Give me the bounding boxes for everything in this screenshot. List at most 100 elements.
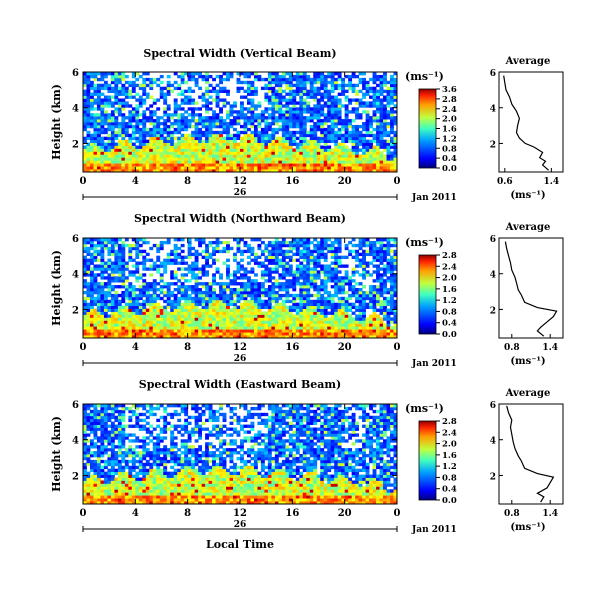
- heatmap-cell: [226, 142, 230, 146]
- heatmap-cell: [386, 252, 391, 257]
- heatmap-cell: [281, 124, 286, 129]
- heatmap-cell: [358, 72, 363, 76]
- heatmap-cell: [201, 139, 206, 143]
- heatmap-cell: [142, 163, 147, 167]
- heatmap-cell: [152, 267, 157, 271]
- heatmap-cell: [166, 163, 171, 167]
- heatmap-cell: [233, 154, 237, 158]
- heatmap-cell: [390, 299, 394, 304]
- heatmap-cell: [260, 145, 265, 149]
- heatmap-cell: [288, 142, 293, 146]
- heatmap-cell: [107, 249, 112, 254]
- heatmap-cell: [226, 329, 230, 333]
- heatmap-cell: [117, 320, 122, 324]
- heatmap-cell: [390, 163, 394, 167]
- heatmap-cell: [152, 122, 157, 126]
- heatmap-cell: [257, 77, 262, 82]
- heatmap-cell: [201, 311, 206, 315]
- heatmap-cell: [281, 80, 286, 85]
- heatmap-cell: [100, 261, 105, 265]
- heatmap-cell: [306, 288, 311, 292]
- heatmap-cell: [288, 83, 293, 88]
- heatmap-cell: [264, 107, 269, 111]
- heatmap-cell: [313, 122, 318, 126]
- heatmap-cell: [372, 293, 377, 298]
- heatmap-cell: [233, 127, 237, 132]
- heatmap-cell: [114, 326, 119, 330]
- heatmap-cell: [212, 133, 216, 138]
- heatmap-cell: [351, 74, 356, 79]
- heatmap-cell: [208, 160, 213, 164]
- heatmap-cell: [365, 240, 370, 245]
- heatmap-cell: [86, 107, 91, 111]
- heatmap-cell: [309, 136, 314, 141]
- heatmap-cell: [288, 160, 293, 164]
- heatmap-cell: [376, 246, 380, 251]
- heatmap-cell: [89, 101, 94, 105]
- heatmap-cell: [107, 238, 112, 242]
- heatmap-cell: [142, 282, 147, 286]
- heatmap-cell: [173, 314, 178, 318]
- heatmap-cell: [376, 139, 380, 143]
- heatmap-cell: [369, 154, 373, 158]
- heatmap-cell: [173, 293, 178, 298]
- heatmap-cell: [386, 113, 391, 117]
- heatmap-cell: [383, 252, 387, 257]
- heatmap-cell: [309, 255, 314, 259]
- heatmap-cell: [208, 335, 213, 339]
- heatmap-cell: [170, 136, 175, 141]
- heatmap-cell: [313, 74, 318, 79]
- heatmap-cell: [330, 166, 335, 170]
- heatmap-cell: [390, 255, 394, 259]
- heatmap-cell: [323, 288, 328, 292]
- heatmap-cell: [257, 323, 262, 327]
- heatmap-cell: [386, 261, 391, 265]
- heatmap-cell: [365, 166, 370, 170]
- heatmap-cell: [271, 282, 276, 286]
- heatmap-cell: [330, 130, 335, 135]
- heatmap-cell: [253, 113, 258, 117]
- heatmap-cell: [163, 299, 168, 304]
- heatmap-cell: [212, 240, 216, 245]
- heatmap-cell: [390, 116, 394, 120]
- heatmap-cell: [103, 314, 108, 318]
- heatmap-cell: [253, 148, 258, 152]
- heatmap-cell: [103, 293, 108, 298]
- heatmap-cell: [156, 77, 161, 82]
- heatmap-cell: [369, 249, 373, 254]
- heatmap-cell: [309, 130, 314, 135]
- heatmap-cell: [222, 332, 227, 336]
- heatmap-cell: [253, 296, 258, 301]
- heatmap-cell: [253, 142, 258, 146]
- heatmap-cell: [260, 154, 265, 158]
- heatmap-cell: [96, 127, 101, 132]
- heatmap-cell: [194, 308, 199, 312]
- heatmap-cell: [131, 323, 136, 327]
- heatmap-cell: [177, 332, 182, 336]
- heatmap-cell: [337, 163, 342, 167]
- heatmap-cell: [222, 296, 227, 301]
- heatmap-cell: [309, 107, 314, 111]
- heatmap-cell: [299, 270, 304, 274]
- heatmap-cell: [278, 282, 283, 286]
- heatmap-cell: [201, 329, 206, 333]
- heatmap-cell: [163, 163, 168, 167]
- heatmap-cell: [114, 119, 119, 123]
- heatmap-cell: [236, 276, 241, 280]
- heatmap-cell: [103, 148, 108, 152]
- heatmap-cell: [278, 119, 283, 123]
- heatmap-cell: [149, 302, 154, 307]
- heatmap-cell: [365, 157, 370, 161]
- heatmap-cell: [166, 314, 171, 318]
- heatmap-cell: [156, 323, 161, 327]
- heatmap-cell: [212, 145, 216, 149]
- heatmap-cell: [131, 166, 136, 170]
- heatmap-cell: [107, 113, 112, 117]
- heatmap-cell: [138, 308, 143, 312]
- heatmap-cell: [93, 285, 98, 289]
- heatmap-cell: [288, 107, 293, 111]
- heatmap-cell: [246, 166, 251, 170]
- heatmap-cell: [302, 133, 307, 138]
- heatmap-cell: [226, 116, 230, 120]
- heatmap-cell: [348, 329, 353, 333]
